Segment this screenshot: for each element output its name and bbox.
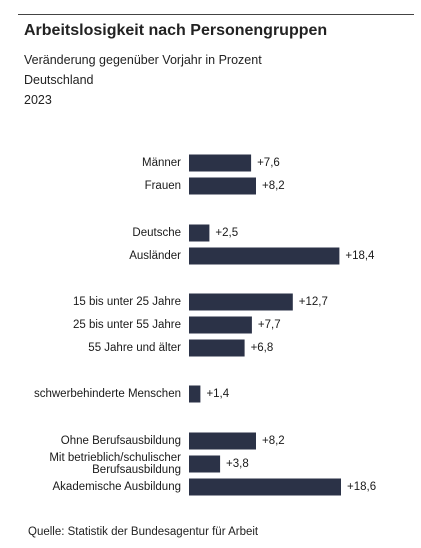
category-label: schwerbehinderte Menschen bbox=[34, 388, 181, 400]
bar bbox=[189, 316, 252, 334]
bar bbox=[189, 455, 221, 473]
value-label: +2,5 bbox=[215, 227, 238, 239]
category-label: 25 bis unter 55 Jahre bbox=[73, 319, 181, 331]
category-label: Männer bbox=[142, 157, 181, 169]
category-label: 15 bis unter 25 Jahre bbox=[73, 296, 181, 308]
chart-region: Deutschland bbox=[24, 73, 94, 87]
category-label: 55 Jahre und älter bbox=[88, 342, 181, 354]
bar bbox=[189, 478, 341, 496]
category-label: Mit betrieblich/schulischer bbox=[49, 452, 181, 464]
bar bbox=[189, 385, 201, 403]
source-note: Quelle: Statistik der Bundesagentur für … bbox=[28, 526, 259, 538]
value-label: +18,4 bbox=[345, 250, 375, 262]
value-label: +18,6 bbox=[347, 481, 376, 493]
value-label: +3,8 bbox=[226, 458, 249, 470]
category-label: Akademische Ausbildung bbox=[53, 481, 182, 493]
bar bbox=[189, 293, 293, 311]
category-label: Berufsausbildung bbox=[92, 464, 181, 476]
category-label: Frauen bbox=[145, 180, 181, 192]
category-label: Deutsche bbox=[132, 227, 181, 239]
bar bbox=[189, 154, 252, 172]
value-label: +6,8 bbox=[251, 342, 274, 354]
value-label: +12,7 bbox=[299, 296, 328, 308]
chart-subtitle: Veränderung gegenüber Vorjahr in Prozent bbox=[24, 53, 262, 67]
bar bbox=[189, 432, 256, 450]
value-label: +8,2 bbox=[262, 180, 285, 192]
bar bbox=[189, 339, 245, 357]
value-label: +7,6 bbox=[257, 157, 280, 169]
bar bbox=[189, 247, 340, 265]
category-label: Ohne Berufsausbildung bbox=[61, 435, 181, 447]
chart-title: Arbeitslosigkeit nach Personengruppen bbox=[24, 22, 328, 39]
top-rule bbox=[18, 14, 414, 15]
value-label: +8,2 bbox=[262, 435, 285, 447]
bar bbox=[189, 177, 256, 195]
category-label: Ausländer bbox=[129, 250, 181, 262]
value-label: +1,4 bbox=[206, 388, 229, 400]
bar bbox=[189, 224, 210, 242]
value-label: +7,7 bbox=[258, 319, 281, 331]
chart-year: 2023 bbox=[24, 93, 52, 107]
